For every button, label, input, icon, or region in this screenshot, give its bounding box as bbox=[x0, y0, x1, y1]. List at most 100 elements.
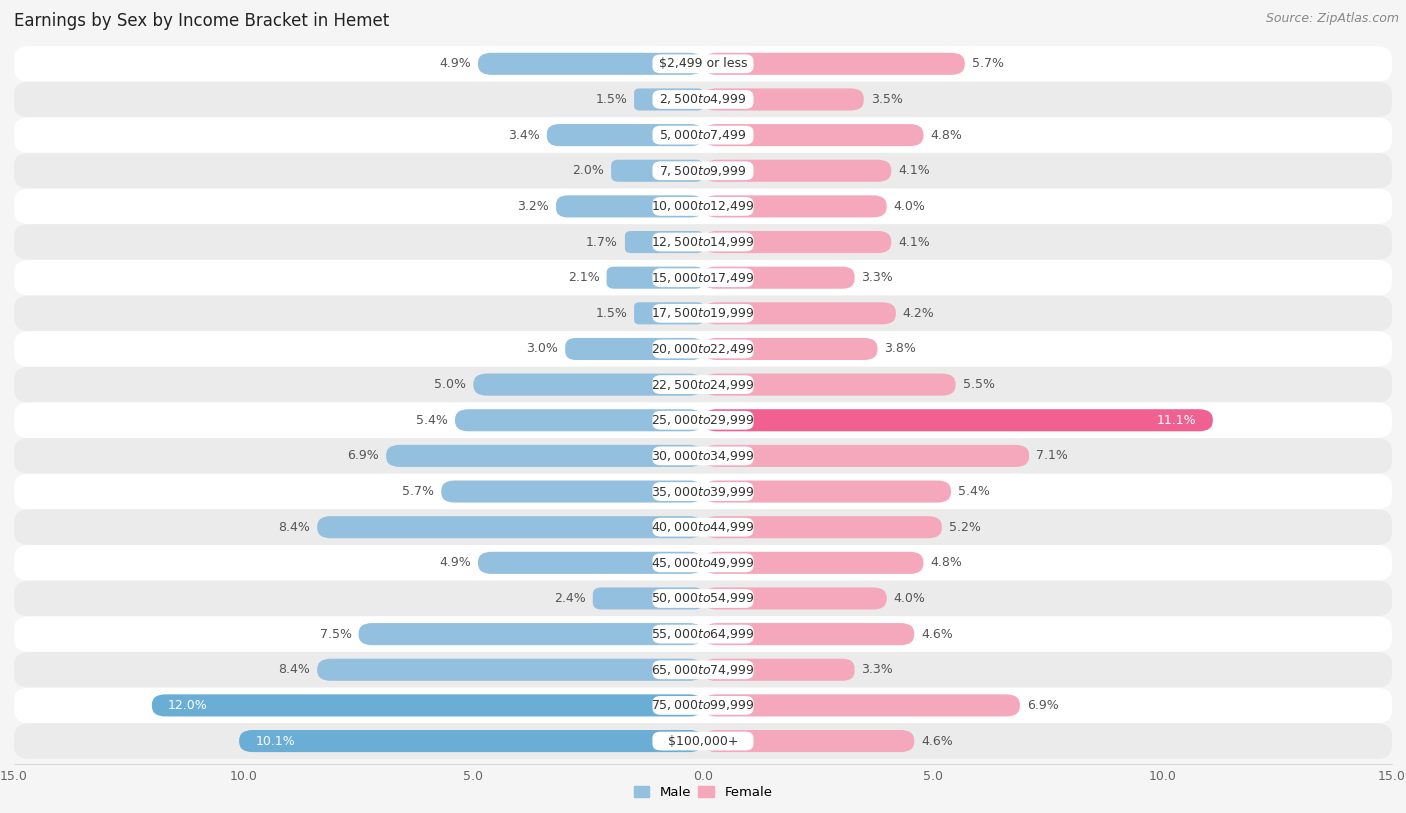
FancyBboxPatch shape bbox=[14, 688, 1392, 724]
FancyBboxPatch shape bbox=[555, 195, 703, 217]
FancyBboxPatch shape bbox=[652, 518, 754, 537]
Text: 5.7%: 5.7% bbox=[972, 58, 1004, 70]
FancyBboxPatch shape bbox=[14, 545, 1392, 580]
FancyBboxPatch shape bbox=[652, 624, 754, 644]
Text: 4.0%: 4.0% bbox=[894, 200, 925, 213]
FancyBboxPatch shape bbox=[703, 231, 891, 253]
Text: 1.5%: 1.5% bbox=[595, 307, 627, 320]
Text: 5.2%: 5.2% bbox=[949, 520, 980, 533]
FancyBboxPatch shape bbox=[703, 552, 924, 574]
FancyBboxPatch shape bbox=[652, 696, 754, 715]
FancyBboxPatch shape bbox=[703, 516, 942, 538]
FancyBboxPatch shape bbox=[14, 724, 1392, 759]
Text: 11.1%: 11.1% bbox=[1157, 414, 1197, 427]
FancyBboxPatch shape bbox=[703, 338, 877, 360]
FancyBboxPatch shape bbox=[652, 554, 754, 572]
FancyBboxPatch shape bbox=[14, 260, 1392, 295]
Text: 7.5%: 7.5% bbox=[319, 628, 352, 641]
FancyBboxPatch shape bbox=[14, 367, 1392, 402]
Text: 4.9%: 4.9% bbox=[439, 58, 471, 70]
FancyBboxPatch shape bbox=[14, 224, 1392, 260]
FancyBboxPatch shape bbox=[14, 438, 1392, 474]
FancyBboxPatch shape bbox=[703, 53, 965, 75]
FancyBboxPatch shape bbox=[318, 516, 703, 538]
Text: 4.8%: 4.8% bbox=[931, 556, 962, 569]
FancyBboxPatch shape bbox=[624, 231, 703, 253]
FancyBboxPatch shape bbox=[652, 340, 754, 359]
FancyBboxPatch shape bbox=[478, 53, 703, 75]
FancyBboxPatch shape bbox=[441, 480, 703, 502]
FancyBboxPatch shape bbox=[652, 376, 754, 394]
FancyBboxPatch shape bbox=[652, 90, 754, 109]
Text: 3.3%: 3.3% bbox=[862, 272, 893, 285]
FancyBboxPatch shape bbox=[703, 659, 855, 680]
Text: 4.2%: 4.2% bbox=[903, 307, 935, 320]
Text: 3.8%: 3.8% bbox=[884, 342, 917, 355]
Text: 8.4%: 8.4% bbox=[278, 520, 311, 533]
FancyBboxPatch shape bbox=[703, 267, 855, 289]
Text: 12.0%: 12.0% bbox=[167, 699, 208, 712]
Text: 5.0%: 5.0% bbox=[434, 378, 467, 391]
FancyBboxPatch shape bbox=[14, 616, 1392, 652]
Text: $2,499 or less: $2,499 or less bbox=[659, 58, 747, 70]
FancyBboxPatch shape bbox=[239, 730, 703, 752]
Text: $12,500 to $14,999: $12,500 to $14,999 bbox=[651, 235, 755, 249]
Text: $17,500 to $19,999: $17,500 to $19,999 bbox=[651, 307, 755, 320]
FancyBboxPatch shape bbox=[634, 302, 703, 324]
FancyBboxPatch shape bbox=[612, 159, 703, 182]
Text: Source: ZipAtlas.com: Source: ZipAtlas.com bbox=[1265, 12, 1399, 25]
FancyBboxPatch shape bbox=[652, 660, 754, 679]
FancyBboxPatch shape bbox=[652, 482, 754, 501]
Text: 3.4%: 3.4% bbox=[508, 128, 540, 141]
Text: 1.7%: 1.7% bbox=[586, 236, 619, 249]
FancyBboxPatch shape bbox=[14, 652, 1392, 688]
Text: 6.9%: 6.9% bbox=[347, 450, 380, 463]
Text: 4.0%: 4.0% bbox=[894, 592, 925, 605]
Text: 4.1%: 4.1% bbox=[898, 164, 929, 177]
FancyBboxPatch shape bbox=[652, 268, 754, 287]
Text: 2.1%: 2.1% bbox=[568, 272, 599, 285]
FancyBboxPatch shape bbox=[565, 338, 703, 360]
Text: 4.6%: 4.6% bbox=[921, 628, 953, 641]
FancyBboxPatch shape bbox=[703, 159, 891, 182]
Text: Earnings by Sex by Income Bracket in Hemet: Earnings by Sex by Income Bracket in Hem… bbox=[14, 12, 389, 30]
Text: 5.5%: 5.5% bbox=[963, 378, 994, 391]
FancyBboxPatch shape bbox=[703, 89, 863, 111]
FancyBboxPatch shape bbox=[547, 124, 703, 146]
Text: $22,500 to $24,999: $22,500 to $24,999 bbox=[651, 377, 755, 392]
FancyBboxPatch shape bbox=[456, 409, 703, 432]
FancyBboxPatch shape bbox=[478, 552, 703, 574]
Text: 5.4%: 5.4% bbox=[957, 485, 990, 498]
FancyBboxPatch shape bbox=[652, 446, 754, 465]
FancyBboxPatch shape bbox=[652, 197, 754, 215]
FancyBboxPatch shape bbox=[703, 373, 956, 396]
Text: 4.9%: 4.9% bbox=[439, 556, 471, 569]
FancyBboxPatch shape bbox=[652, 161, 754, 180]
FancyBboxPatch shape bbox=[703, 409, 1213, 432]
Text: $100,000+: $100,000+ bbox=[668, 735, 738, 747]
FancyBboxPatch shape bbox=[14, 331, 1392, 367]
Legend: Male, Female: Male, Female bbox=[628, 781, 778, 805]
FancyBboxPatch shape bbox=[703, 195, 887, 217]
FancyBboxPatch shape bbox=[14, 402, 1392, 438]
FancyBboxPatch shape bbox=[14, 474, 1392, 510]
Text: 5.4%: 5.4% bbox=[416, 414, 449, 427]
FancyBboxPatch shape bbox=[652, 589, 754, 608]
FancyBboxPatch shape bbox=[703, 730, 914, 752]
FancyBboxPatch shape bbox=[703, 588, 887, 610]
FancyBboxPatch shape bbox=[652, 732, 754, 750]
FancyBboxPatch shape bbox=[652, 304, 754, 323]
Text: $15,000 to $17,499: $15,000 to $17,499 bbox=[651, 271, 755, 285]
Text: $2,500 to $4,999: $2,500 to $4,999 bbox=[659, 93, 747, 107]
FancyBboxPatch shape bbox=[593, 588, 703, 610]
Text: 10.1%: 10.1% bbox=[256, 735, 295, 747]
FancyBboxPatch shape bbox=[14, 46, 1392, 81]
Text: 3.2%: 3.2% bbox=[517, 200, 550, 213]
FancyBboxPatch shape bbox=[152, 694, 703, 716]
Text: 1.5%: 1.5% bbox=[595, 93, 627, 106]
Text: 3.5%: 3.5% bbox=[870, 93, 903, 106]
Text: $35,000 to $39,999: $35,000 to $39,999 bbox=[651, 485, 755, 498]
Text: $45,000 to $49,999: $45,000 to $49,999 bbox=[651, 556, 755, 570]
Text: 3.0%: 3.0% bbox=[526, 342, 558, 355]
Text: 2.0%: 2.0% bbox=[572, 164, 605, 177]
